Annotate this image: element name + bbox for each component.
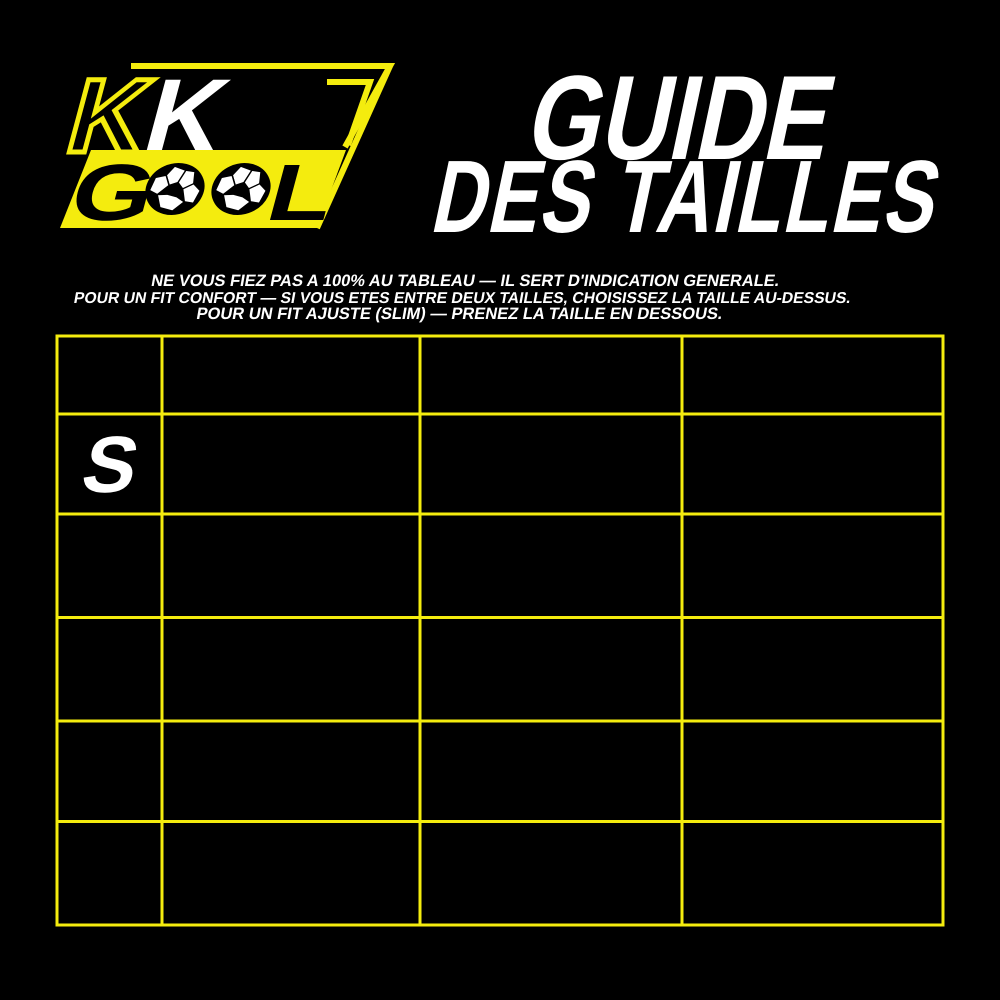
svg-text:NE VOUS FIEZ PAS A 100% AU TAB: NE VOUS FIEZ PAS A 100% AU TABLEAU — IL … [150, 271, 781, 290]
svg-text:S: S [75, 421, 147, 510]
svg-text:POUR UN FIT AJUSTE (SLIM) — PR: POUR UN FIT AJUSTE (SLIM) — PRENEZ LA TA… [195, 304, 724, 323]
svg-text:DES TAILLES: DES TAILLES [424, 140, 952, 254]
